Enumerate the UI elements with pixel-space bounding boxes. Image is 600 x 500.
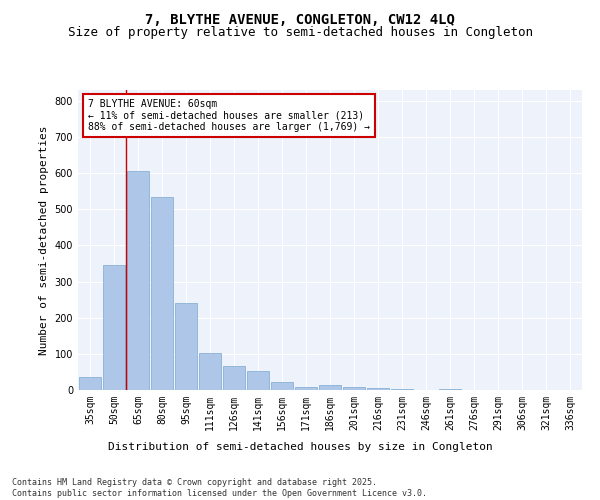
Text: Distribution of semi-detached houses by size in Congleton: Distribution of semi-detached houses by … — [107, 442, 493, 452]
Bar — [103, 266, 125, 390]
Bar — [247, 371, 269, 390]
Bar — [127, 172, 149, 390]
Bar — [199, 353, 221, 390]
Bar — [343, 388, 365, 390]
Text: Contains HM Land Registry data © Crown copyright and database right 2025.
Contai: Contains HM Land Registry data © Crown c… — [12, 478, 427, 498]
Text: 7, BLYTHE AVENUE, CONGLETON, CW12 4LQ: 7, BLYTHE AVENUE, CONGLETON, CW12 4LQ — [145, 12, 455, 26]
Y-axis label: Number of semi-detached properties: Number of semi-detached properties — [39, 125, 49, 355]
Text: Size of property relative to semi-detached houses in Congleton: Size of property relative to semi-detach… — [67, 26, 533, 39]
Bar — [223, 366, 245, 390]
Bar — [151, 196, 173, 390]
Bar — [319, 386, 341, 390]
Bar — [175, 304, 197, 390]
Text: 7 BLYTHE AVENUE: 60sqm
← 11% of semi-detached houses are smaller (213)
88% of se: 7 BLYTHE AVENUE: 60sqm ← 11% of semi-det… — [88, 99, 370, 132]
Bar — [79, 378, 101, 390]
Bar — [271, 382, 293, 390]
Bar — [391, 389, 413, 390]
Bar — [295, 387, 317, 390]
Bar — [367, 388, 389, 390]
